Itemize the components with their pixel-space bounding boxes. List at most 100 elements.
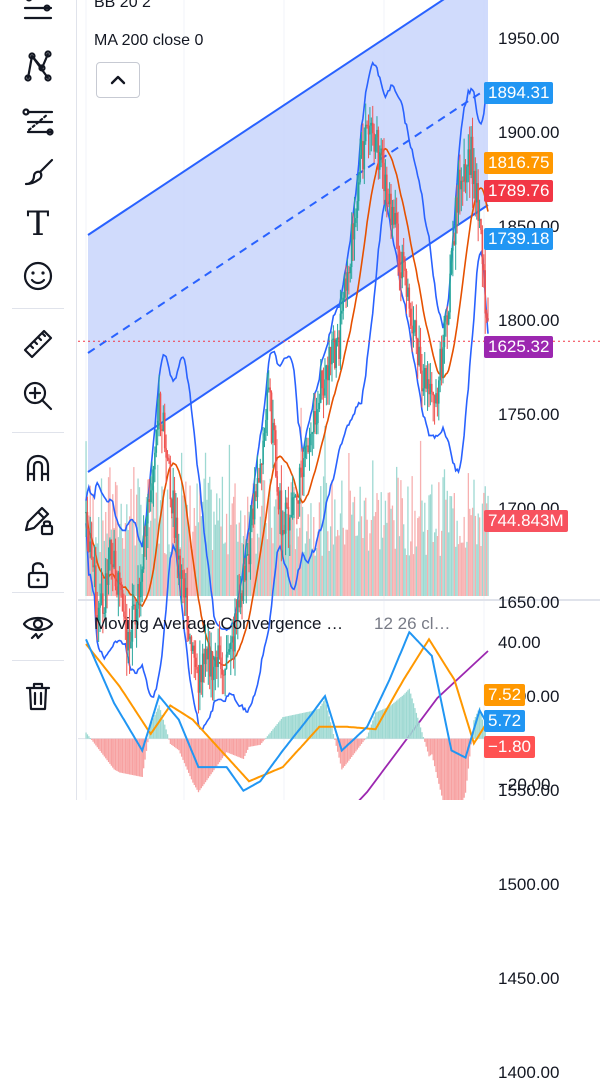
candle-body (113, 551, 115, 567)
bb-legend[interactable]: BB 20 2 (94, 0, 151, 12)
candle-body (465, 164, 467, 182)
candle-body (247, 554, 249, 555)
macd-histogram-bar (201, 739, 202, 789)
price-label-badge: 1739.18 (484, 228, 553, 250)
candle-body (386, 175, 388, 202)
volume-bar (379, 549, 380, 596)
tool-smiley-button[interactable] (14, 256, 62, 296)
candle-body (133, 605, 135, 606)
candle-body (437, 393, 439, 403)
volume-bar (400, 480, 401, 596)
price-tick-label: 1450.00 (498, 969, 559, 989)
candle-body (328, 347, 330, 380)
price-label-badge: 1625.32 (484, 336, 553, 358)
candle-body (393, 207, 395, 225)
candle-body (118, 572, 120, 594)
tool-ruler-button[interactable] (14, 324, 62, 364)
chart-canvas[interactable] (78, 0, 600, 800)
volume-bar (313, 517, 314, 596)
macd-histogram-bar (299, 714, 300, 739)
macd-histogram-bar (359, 739, 360, 746)
candle-body (355, 218, 357, 223)
macd-histogram-bar (423, 737, 424, 739)
volume-bar (469, 509, 470, 596)
tool-magnet-button[interactable] (14, 448, 62, 488)
volume-bar (409, 555, 410, 596)
candle-body (154, 453, 156, 470)
tool-zoom-in-button[interactable] (14, 376, 62, 416)
macd-histogram-bar (247, 739, 248, 750)
volume-bar (236, 524, 237, 596)
macd-histogram-bar (128, 739, 129, 775)
candle-body (213, 667, 215, 680)
macd-histogram-bar (226, 739, 227, 753)
candle-body (108, 560, 110, 585)
macd-histogram-bar (268, 734, 269, 738)
volume-bar (208, 483, 209, 596)
candle-body (120, 582, 122, 590)
volume-bar (196, 484, 197, 596)
tool-menu-lines-button[interactable] (14, 0, 62, 28)
macd-histogram-bar (248, 739, 249, 747)
macd-histogram-bar (440, 739, 441, 790)
volume-bar (330, 526, 331, 596)
volume-bar (336, 536, 337, 596)
candle-body (92, 557, 94, 567)
volume-bar (264, 480, 265, 596)
volume-bar (428, 495, 429, 596)
macd-histogram-bar (236, 739, 237, 756)
candle-body (267, 390, 269, 420)
volume-bar (310, 503, 311, 596)
magnet-icon (20, 450, 56, 486)
candle-body (233, 636, 235, 651)
macd-histogram-bar (130, 739, 131, 775)
volume-bar (358, 521, 359, 596)
price-label-badge: 744.843M (484, 510, 568, 532)
macd-histogram-bar (344, 739, 345, 766)
volume-bar (359, 487, 360, 596)
macd-histogram-bar (396, 701, 397, 739)
macd-histogram-bar (306, 712, 307, 739)
volume-bar (454, 493, 455, 596)
macd-histogram-bar (362, 739, 363, 742)
tool-brush-button[interactable] (14, 152, 62, 192)
candle-body (364, 141, 366, 169)
volume-bar (136, 495, 137, 596)
tool-unlock-button[interactable] (14, 554, 62, 594)
collapse-legend-button[interactable] (96, 62, 140, 98)
macd-histogram-bar (237, 739, 238, 757)
volume-bar (393, 520, 394, 596)
candle-body (106, 573, 108, 585)
candle-body (389, 194, 391, 204)
tool-trash-button[interactable] (14, 676, 62, 716)
macd-title[interactable]: Moving Average Convergence … (94, 614, 343, 634)
tool-pencil-lock-button[interactable] (14, 500, 62, 540)
macd-histogram-bar (91, 739, 92, 740)
volume-bar (424, 503, 425, 596)
macd-histogram-bar (210, 739, 211, 775)
volume-bar (372, 460, 373, 596)
candle-body (438, 380, 440, 403)
candle-body (238, 600, 240, 608)
volume-bar (430, 494, 431, 596)
volume-bar (402, 498, 403, 596)
macd-histogram-bar (368, 733, 369, 739)
candle-body (396, 213, 398, 224)
ma-legend[interactable]: MA 200 close 0 (94, 32, 203, 50)
volume-bar (414, 511, 415, 596)
candle-body (338, 337, 340, 359)
tool-eye-button[interactable] (14, 606, 62, 646)
macd-histogram-bar (336, 739, 337, 746)
macd-histogram-bar (315, 710, 316, 739)
macd-histogram-bar (199, 739, 200, 791)
volume-bar (371, 520, 372, 596)
macd-histogram-bar (298, 714, 299, 739)
tool-text-tool-button[interactable]: T (14, 204, 62, 244)
macd-histogram-bar (316, 709, 317, 738)
tool-pattern-nodes-button[interactable] (14, 46, 62, 86)
macd-histogram-bar (395, 702, 396, 739)
tool-fib-retracement-button[interactable] (14, 102, 62, 142)
macd-histogram-bar (164, 725, 165, 739)
macd-histogram-bar (345, 739, 346, 765)
